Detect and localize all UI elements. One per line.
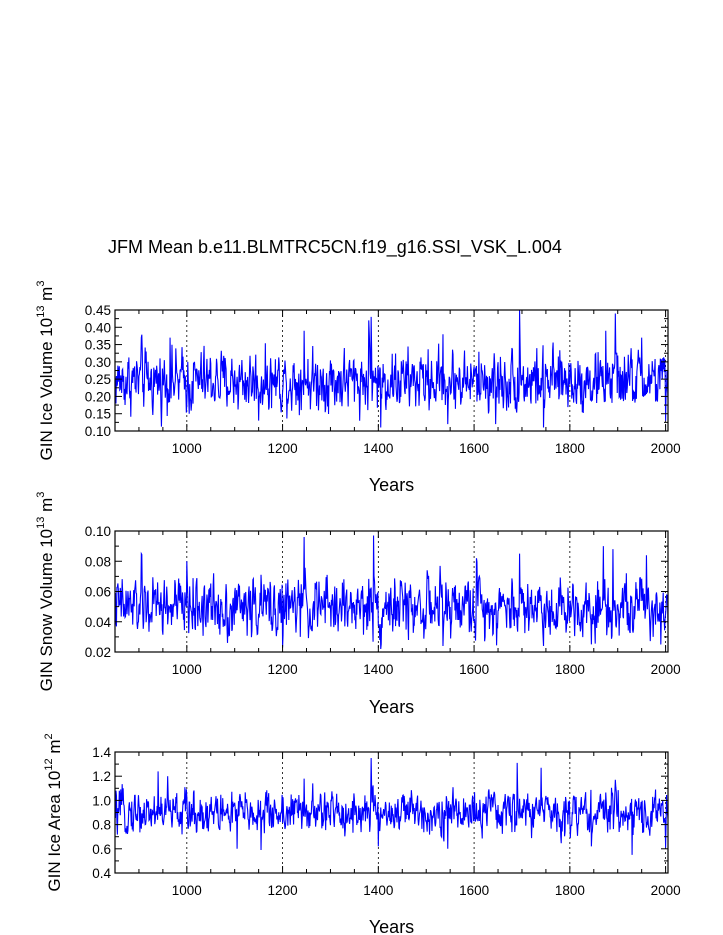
x-tick-label: 1600 (459, 883, 489, 898)
y-axis-label: GIN Ice Volume 1013 m3 (35, 281, 56, 461)
y-tick-label: 0.45 (85, 303, 111, 318)
x-tick-label: 1400 (363, 662, 393, 677)
x-tick-label: 1000 (172, 662, 202, 677)
panel-ice-area: 1000 1200 1400 1600 1800 2000 0.4 0.6 0.8 1.0 1.2 1… (43, 733, 681, 935)
y-tick-label: 0.40 (85, 320, 111, 335)
y-tick-label: 0.08 (85, 554, 111, 569)
y-tick-label: 0.15 (85, 407, 111, 422)
x-tick-label: 1200 (268, 662, 298, 677)
series-line (114, 309, 669, 428)
x-tick-label: 1000 (172, 441, 202, 456)
y-tick-label: 0.25 (85, 372, 111, 387)
x-tick-label: 2000 (651, 662, 681, 677)
x-axis-label: Years (369, 697, 414, 717)
y-tick-label: 0.06 (85, 585, 111, 600)
x-tick-label: 1000 (172, 883, 202, 898)
y-axis-label: GIN Snow Volume 1013 m3 (35, 492, 56, 692)
series-line (114, 535, 669, 650)
x-tick-label: 1400 (363, 883, 393, 898)
y-tick-label: 0.10 (85, 424, 111, 439)
y-tick-label: 0.35 (85, 338, 111, 353)
x-tick-label: 1800 (555, 441, 585, 456)
x-tick-label: 1600 (459, 662, 489, 677)
x-tick-label: 1800 (555, 883, 585, 898)
plot-frame (114, 530, 669, 653)
x-tick-label: 2000 (651, 883, 681, 898)
y-tick-label: 1.2 (92, 769, 111, 784)
y-tick-label: 0.30 (85, 355, 111, 370)
x-tick-label: 1400 (363, 441, 393, 456)
x-tick-label: 2000 (651, 441, 681, 456)
panel-snow-volume: 1000 1200 1400 1600 1800 2000 0.02 0.04 0.06 0.08… (35, 492, 681, 717)
y-tick-label: 1.0 (92, 793, 111, 808)
y-tick-label: 0.6 (92, 842, 111, 857)
panel-ice-volume: 1000 1200 1400 1600 1800 2000 0.10 0.15 0.20 0.25… (35, 281, 681, 495)
x-axis-label: Years (369, 475, 414, 495)
y-axis-label: GIN Ice Area 1012 m2 (43, 733, 64, 891)
y-tick-label: 1.4 (92, 745, 111, 760)
x-axis-label: Years (369, 917, 414, 935)
y-tick-label: 0.4 (92, 866, 111, 881)
chart-title: JFM Mean b.e11.BLMTRC5CN.f19_g16.SSI_VSK… (108, 237, 562, 258)
y-tick-label: 0.20 (85, 389, 111, 404)
x-tick-label: 1200 (268, 883, 298, 898)
x-tick-label: 1600 (459, 441, 489, 456)
y-tick-label: 0.04 (85, 615, 112, 630)
x-tick-label: 1800 (555, 662, 585, 677)
y-tick-label: 0.02 (85, 645, 111, 660)
y-tick-label: 0.10 (85, 524, 111, 539)
y-tick-label: 0.8 (92, 818, 111, 833)
x-tick-label: 1200 (268, 441, 298, 456)
series-line (114, 758, 669, 855)
